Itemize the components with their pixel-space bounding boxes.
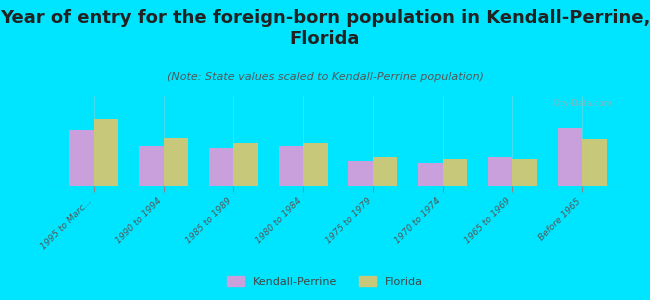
Legend: Kendall-Perrine, Florida: Kendall-Perrine, Florida [223,272,427,291]
Bar [443,159,467,186]
Bar [373,157,397,186]
Bar [164,138,188,186]
Bar [94,118,118,186]
Bar [558,128,582,186]
Bar [139,146,164,186]
Bar [279,146,303,186]
Bar [512,159,537,186]
Text: (Note: State values scaled to Kendall-Perrine population): (Note: State values scaled to Kendall-Pe… [166,72,484,82]
Bar [303,143,328,186]
Bar [70,130,94,186]
Text: Year of entry for the foreign-born population in Kendall-Perrine,
Florida: Year of entry for the foreign-born popul… [0,9,650,48]
Bar [348,161,373,186]
Bar [233,143,258,186]
Bar [488,157,512,186]
Bar [418,163,443,186]
Bar [582,139,606,186]
Text: City-Data.com: City-Data.com [552,99,612,108]
Bar [209,148,233,186]
